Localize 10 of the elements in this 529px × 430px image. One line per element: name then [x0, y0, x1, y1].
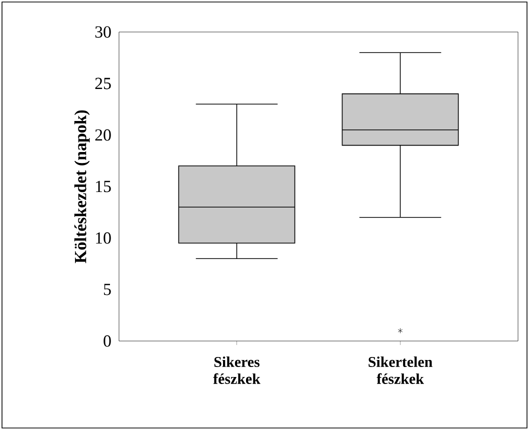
y-axis-title: Költéskezdet (napok): [74, 110, 90, 264]
y-tick-label: 20: [95, 129, 111, 141]
y-tick-label: 10: [96, 232, 111, 244]
y-tick-label: 25: [95, 78, 111, 90]
y-tick-label: 15: [96, 180, 111, 192]
y-tick-label: 30: [95, 26, 111, 38]
x-tick-label: Sikertelen fészkek: [368, 356, 432, 384]
y-tick-label: 0: [104, 335, 111, 347]
y-tick-label: 5: [104, 284, 111, 296]
x-tick-label: Sikeres fészkek: [213, 356, 260, 384]
